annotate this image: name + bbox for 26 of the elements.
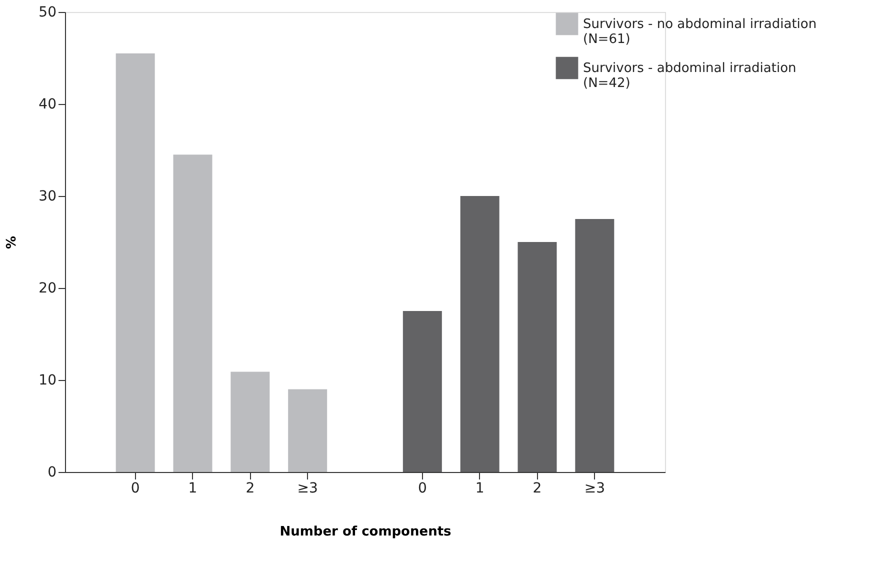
x-tick-label: 1	[188, 480, 198, 496]
x-tick-label: 0	[418, 480, 427, 496]
bar	[575, 219, 614, 472]
legend-label: Survivors - abdominal irradiation (N=42)	[583, 61, 796, 91]
legend-label: Survivors - no abdominal irradiation (N=61)	[583, 17, 817, 47]
y-tick-label: 0	[48, 464, 56, 480]
x-tick-label: ≥3	[584, 480, 605, 496]
bar	[116, 53, 155, 472]
y-axis-title: %	[4, 236, 20, 250]
y-tick-label: 40	[38, 96, 56, 112]
bar	[518, 242, 557, 472]
y-tick-label: 20	[38, 280, 56, 296]
x-tick-label: 2	[246, 480, 255, 496]
bar	[460, 196, 500, 472]
x-tick-label: 2	[532, 480, 542, 496]
bar	[173, 154, 212, 472]
x-tick-label: ≥3	[297, 480, 318, 496]
x-tick-label: 0	[130, 480, 140, 496]
y-tick-label: 30	[38, 188, 56, 204]
bar	[402, 311, 442, 472]
x-axis-title: Number of components	[280, 524, 452, 540]
bar	[288, 389, 328, 472]
y-tick-label: 50	[38, 4, 56, 20]
bar	[230, 372, 270, 472]
x-tick-label: 1	[475, 480, 484, 496]
y-tick-label: 10	[38, 372, 56, 388]
